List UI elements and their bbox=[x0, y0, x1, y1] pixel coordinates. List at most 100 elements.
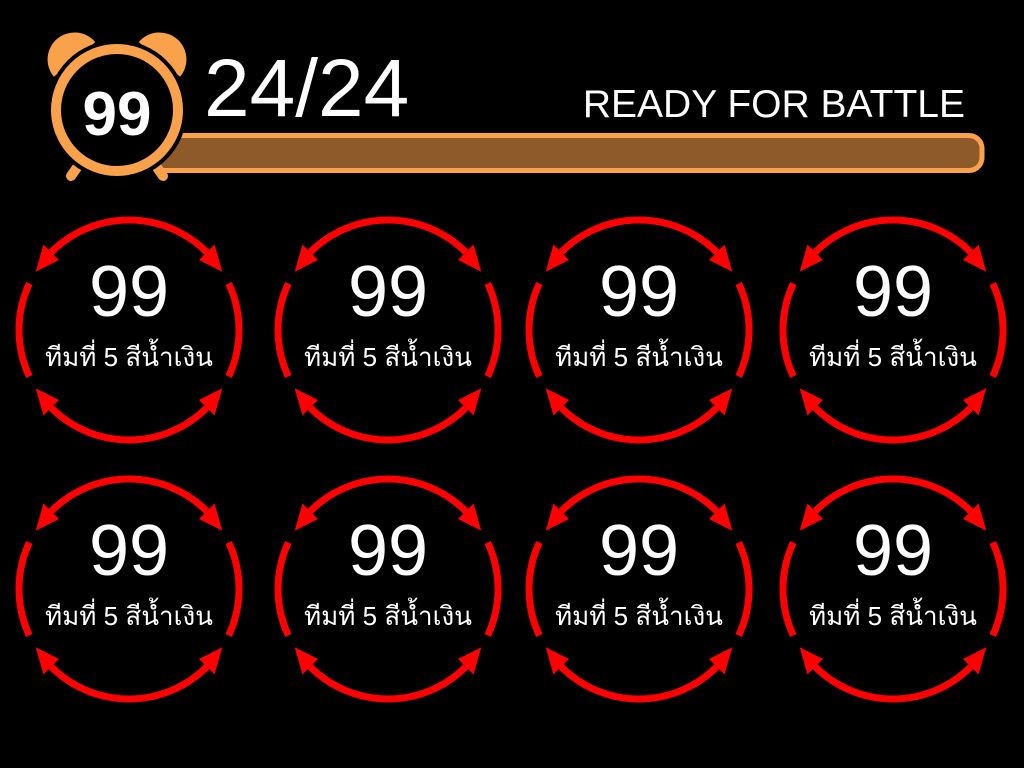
team-card: 99 ทีมที่ 5 สีน้ำเงิน bbox=[268, 210, 508, 450]
team-count: 99 bbox=[347, 511, 429, 591]
alarm-clock-icon: 99 bbox=[47, 32, 187, 181]
arrowhead-top-right bbox=[709, 503, 733, 531]
team-name: ทีมที่ 5 สีน้ำเงิน bbox=[45, 601, 213, 631]
ring-arc-bottom bbox=[307, 664, 469, 703]
arrowhead-bottom-right bbox=[963, 388, 987, 416]
ring-arc-bottom bbox=[48, 664, 210, 703]
ring-arc-right bbox=[225, 541, 243, 637]
ring-arc-bottom bbox=[48, 405, 210, 444]
ring-arc-top bbox=[558, 216, 720, 255]
arrowhead-top-left bbox=[35, 503, 59, 531]
team-count: 99 bbox=[852, 252, 934, 332]
progress-bar bbox=[147, 133, 985, 173]
timer-value: 99 bbox=[83, 80, 152, 149]
ring-arc-left bbox=[274, 282, 292, 378]
ring-arc-top bbox=[812, 216, 974, 255]
ring-arc-top bbox=[48, 475, 210, 514]
team-grid: 99 ทีมที่ 5 สีน้ำเงิน 99 ทีมที่ 5 สีน้ำเ… bbox=[0, 200, 1024, 768]
team-name: ทีมที่ 5 สีน้ำเงิน bbox=[555, 601, 723, 631]
ring-arc-right bbox=[484, 282, 502, 378]
team-card: 99 ทีมที่ 5 สีน้ำเงิน bbox=[9, 210, 249, 450]
arrowhead-bottom-left bbox=[294, 388, 318, 416]
ring-arc-right bbox=[735, 282, 753, 378]
top-bar: 99 24/24 READY FOR BATTLE bbox=[0, 0, 1024, 200]
team-ring bbox=[274, 475, 502, 703]
arrowhead-top-right bbox=[963, 244, 987, 272]
arrowhead-bottom-left bbox=[35, 647, 59, 675]
team-name: ทีมที่ 5 สีน้ำเงิน bbox=[45, 342, 213, 372]
team-name: ทีมที่ 5 สีน้ำเงิน bbox=[304, 601, 472, 631]
header-graphics: 99 bbox=[47, 32, 985, 181]
arrowhead-bottom-right bbox=[709, 388, 733, 416]
arrowhead-bottom-right bbox=[199, 647, 223, 675]
arrowhead-top-right bbox=[458, 503, 482, 531]
arrowhead-top-left bbox=[799, 503, 823, 531]
clock-bell-left bbox=[47, 32, 96, 77]
arrowhead-top-left bbox=[545, 503, 569, 531]
status-label: READY FOR BATTLE bbox=[582, 83, 965, 126]
ring-arc-top bbox=[48, 216, 210, 255]
ring-arc-bottom bbox=[307, 405, 469, 444]
team-name: ทีมที่ 5 สีน้ำเงิน bbox=[809, 601, 977, 631]
ring-arc-top bbox=[812, 475, 974, 514]
ring-arc-bottom bbox=[812, 664, 974, 703]
team-count: 99 bbox=[88, 511, 170, 591]
arrowhead-top-left bbox=[35, 244, 59, 272]
arrowhead-bottom-left bbox=[294, 647, 318, 675]
arrowhead-bottom-right bbox=[963, 647, 987, 675]
team-name: ทีมที่ 5 สีน้ำเงิน bbox=[555, 342, 723, 372]
arrowhead-bottom-left bbox=[799, 388, 823, 416]
arrowhead-bottom-left bbox=[545, 647, 569, 675]
progress-fill bbox=[150, 135, 982, 171]
team-ring bbox=[15, 475, 243, 703]
arrowhead-top-right bbox=[458, 244, 482, 272]
arrowhead-bottom-left bbox=[799, 647, 823, 675]
arrowhead-bottom-right bbox=[199, 388, 223, 416]
ring-arc-left bbox=[779, 541, 797, 637]
team-card: 99 ทีมที่ 5 สีน้ำเงิน bbox=[268, 469, 508, 709]
team-ring bbox=[779, 475, 1007, 703]
arrowhead-bottom-right bbox=[709, 647, 733, 675]
ring-arc-left bbox=[274, 541, 292, 637]
arrowhead-bottom-right bbox=[458, 647, 482, 675]
ring-arc-top bbox=[558, 475, 720, 514]
ring-arc-bottom bbox=[812, 405, 974, 444]
ring-arc-right bbox=[225, 282, 243, 378]
team-card: 99 ทีมที่ 5 สีน้ำเงิน bbox=[9, 469, 249, 709]
ring-arc-left bbox=[15, 282, 33, 378]
arrowhead-bottom-left bbox=[35, 388, 59, 416]
ring-arc-bottom bbox=[558, 405, 720, 444]
team-ring bbox=[15, 216, 243, 444]
arrowhead-top-right bbox=[199, 503, 223, 531]
team-ring bbox=[274, 216, 502, 444]
arrowhead-top-left bbox=[294, 244, 318, 272]
clock-face bbox=[51, 44, 183, 176]
arrowhead-top-right bbox=[963, 503, 987, 531]
ring-arc-right bbox=[989, 282, 1007, 378]
arrowhead-top-left bbox=[294, 503, 318, 531]
team-ring bbox=[525, 475, 753, 703]
ring-arc-right bbox=[735, 541, 753, 637]
arrowhead-top-left bbox=[799, 244, 823, 272]
arrowhead-top-right bbox=[199, 244, 223, 272]
team-name: ทีมที่ 5 สีน้ำเงิน bbox=[304, 342, 472, 372]
arrowhead-bottom-left bbox=[545, 388, 569, 416]
team-count: 99 bbox=[598, 252, 680, 332]
ring-arc-right bbox=[484, 541, 502, 637]
team-card: 99 ทีมที่ 5 สีน้ำเงิน bbox=[773, 210, 1013, 450]
team-card: 99 ทีมที่ 5 สีน้ำเงิน bbox=[773, 469, 1013, 709]
clock-bell-right bbox=[138, 32, 187, 77]
ring-arc-right bbox=[989, 541, 1007, 637]
team-name: ทีมที่ 5 สีน้ำเงิน bbox=[809, 342, 977, 372]
ring-arc-top bbox=[307, 216, 469, 255]
team-card: 99 ทีมที่ 5 สีน้ำเงิน bbox=[519, 469, 759, 709]
team-count: 99 bbox=[347, 252, 429, 332]
team-count: 99 bbox=[88, 252, 170, 332]
ring-arc-left bbox=[525, 282, 543, 378]
team-count: 99 bbox=[598, 511, 680, 591]
player-count: 24/24 bbox=[204, 43, 410, 134]
arrowhead-top-right bbox=[709, 244, 733, 272]
team-count: 99 bbox=[852, 511, 934, 591]
team-ring bbox=[525, 216, 753, 444]
ring-arc-left bbox=[779, 282, 797, 378]
